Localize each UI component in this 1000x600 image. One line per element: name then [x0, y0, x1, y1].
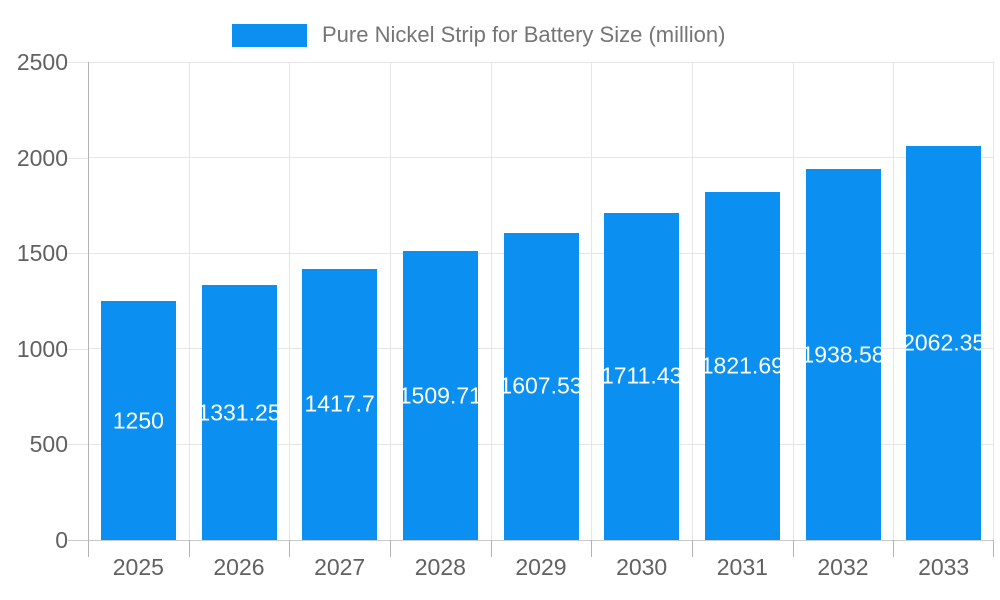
- x-axis-tick: [893, 540, 895, 557]
- x-axis-tick: [692, 540, 693, 557]
- legend-label: Pure Nickel Strip for Battery Size (mill…: [322, 22, 726, 47]
- gridline-vertical: [289, 62, 291, 540]
- y-axis-tick: [68, 62, 88, 63]
- x-axis-tick: [490, 540, 492, 557]
- bar-2029[interactable]: 1607.53: [503, 232, 579, 540]
- x-axis-tick: [993, 540, 994, 557]
- x-axis-tick: [88, 540, 89, 557]
- y-axis-label: 1500: [16, 240, 68, 267]
- y-axis-label: 2000: [16, 144, 68, 171]
- gridline-vertical: [490, 62, 492, 540]
- gridline-vertical: [188, 62, 190, 540]
- chart-legend[interactable]: Pure Nickel Strip for Battery Size (mill…: [232, 22, 725, 48]
- x-axis-tick: [390, 540, 391, 557]
- y-axis-tick: [68, 540, 88, 541]
- y-axis-line: [88, 62, 89, 540]
- y-axis-label: 2500: [16, 49, 68, 75]
- x-axis-label: 2027: [314, 554, 366, 580]
- bar-value-label: 1331.25: [201, 399, 277, 426]
- y-axis-tick: [68, 348, 88, 350]
- bar-2030[interactable]: 1711.43: [604, 212, 680, 540]
- y-axis-tick: [68, 157, 88, 159]
- x-axis-label: 2029: [515, 554, 567, 580]
- y-axis-label: 0: [55, 527, 68, 553]
- bar-value-label: 1821.69: [704, 352, 780, 379]
- bar-2028[interactable]: 1509.71: [402, 251, 478, 540]
- plot-area: 1250 1331.25 1417.7 1509.71 1607.53 1711.43 18…: [88, 61, 994, 541]
- gridline-vertical: [591, 62, 593, 540]
- bar-2032[interactable]: 1938.58: [805, 169, 881, 540]
- x-axis-label: 2026: [213, 554, 265, 580]
- gridline-vertical: [993, 62, 994, 540]
- x-axis-label: 2030: [616, 554, 668, 580]
- bar-value-label: 1711.43: [604, 362, 680, 389]
- gridline-horizontal: [88, 61, 994, 63]
- x-axis-label: 2028: [414, 554, 466, 580]
- x-axis-label: 2032: [817, 554, 869, 580]
- x-axis-tick: [188, 540, 190, 557]
- x-axis-label: 2031: [716, 554, 768, 580]
- x-axis-baseline: [88, 540, 994, 541]
- bar-value-label: 1250: [112, 407, 164, 433]
- x-axis-label: 2025: [112, 554, 164, 580]
- y-axis-tick: [68, 253, 88, 255]
- bar-2033[interactable]: 2062.35: [906, 145, 982, 540]
- gridline-vertical: [893, 62, 895, 540]
- x-axis-tick: [591, 540, 593, 557]
- y-axis-label: 1000: [16, 335, 68, 362]
- bar-2026[interactable]: 1331.25: [201, 285, 277, 540]
- gridline-vertical: [792, 62, 794, 540]
- legend-swatch[interactable]: [232, 23, 307, 47]
- bar-2031[interactable]: 1821.69: [704, 191, 780, 540]
- bar-value-label: 1607.53: [503, 372, 579, 399]
- bar-value-label: 2062.35: [906, 329, 982, 356]
- x-axis-tick: [792, 540, 794, 557]
- bar-value-label: 1938.58: [805, 341, 881, 368]
- gridline-horizontal: [88, 157, 994, 159]
- gridline-vertical: [390, 62, 391, 540]
- bar-value-label: 1509.71: [402, 382, 478, 409]
- x-axis-tick: [289, 540, 291, 557]
- gridline-vertical: [692, 62, 693, 540]
- bar-value-label: 1417.7: [304, 390, 375, 417]
- y-axis-label: 500: [29, 431, 68, 458]
- y-axis-tick: [68, 444, 88, 446]
- x-axis-label: 2033: [918, 554, 970, 580]
- bar-2025[interactable]: 1250: [100, 301, 176, 540]
- bar-2027[interactable]: 1417.7: [302, 268, 378, 540]
